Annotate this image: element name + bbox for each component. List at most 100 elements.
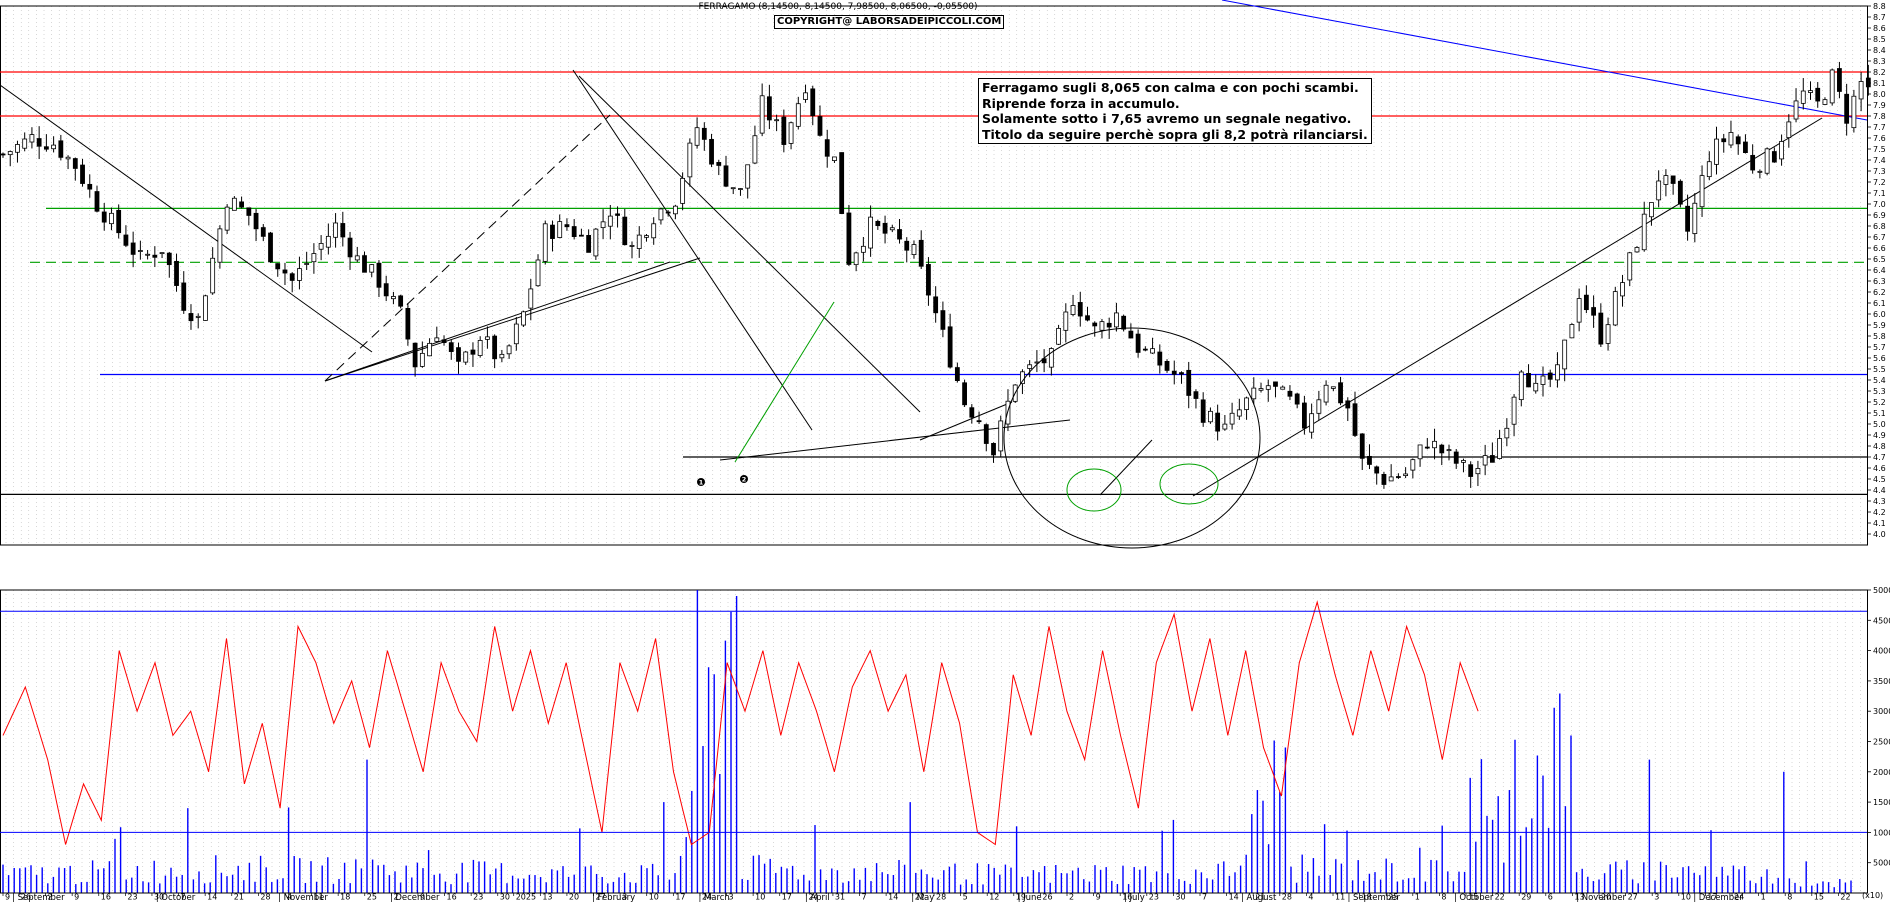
candle xyxy=(72,157,78,181)
candle xyxy=(311,243,317,274)
date-tick-label: 10 xyxy=(649,893,659,902)
candle xyxy=(1800,78,1806,110)
candle xyxy=(65,155,71,170)
candle xyxy=(1338,376,1343,406)
candle xyxy=(29,127,35,149)
date-tick-label: 23 xyxy=(473,893,483,902)
candle xyxy=(716,159,722,176)
price-axis: 4.0 4.1 4.2 4.3 4.4 4.5 4.6 4.7 4.8 4.9 5.0 5.1 5.2 5… xyxy=(1867,2,1886,539)
candle xyxy=(1236,398,1242,420)
comment-box: Ferragamo sugli 8,065 con calma e con po… xyxy=(978,78,1372,144)
candle xyxy=(1244,396,1249,420)
candle xyxy=(846,204,852,266)
candle-body xyxy=(1056,327,1061,345)
month-label: November xyxy=(284,893,329,902)
candle-body xyxy=(824,139,830,157)
candle-body xyxy=(0,153,6,156)
candle-body xyxy=(1656,180,1662,201)
candle xyxy=(123,225,129,248)
candle-body xyxy=(1685,205,1690,232)
date-tick-label: 22 xyxy=(1840,893,1850,902)
candle-body xyxy=(231,197,237,211)
price-tick-label: 5.0 xyxy=(1873,420,1886,429)
candle xyxy=(1208,407,1213,424)
candle xyxy=(1540,366,1546,397)
candle-body xyxy=(680,177,686,204)
candle-body xyxy=(1150,348,1155,354)
candle-body xyxy=(485,336,490,340)
candle-body xyxy=(188,313,194,322)
candle-body xyxy=(181,282,187,311)
candle-body xyxy=(1208,410,1213,423)
candle-body xyxy=(109,212,114,225)
candle-body xyxy=(694,127,700,146)
candle-body xyxy=(1287,390,1293,397)
candle-body xyxy=(1555,364,1560,381)
candle-body xyxy=(1258,388,1264,391)
candle xyxy=(492,334,498,369)
candle-body xyxy=(1808,90,1813,93)
candle xyxy=(550,220,555,252)
candle-body xyxy=(759,95,765,134)
candle xyxy=(1764,147,1770,176)
volume-grid xyxy=(0,589,1868,894)
candle-body xyxy=(557,221,563,238)
candle-body xyxy=(1721,138,1727,143)
candle-body xyxy=(87,183,93,190)
candle xyxy=(528,278,534,321)
candle-body xyxy=(817,116,823,136)
candle-body xyxy=(1670,175,1676,184)
candle xyxy=(723,155,729,188)
price-tick-label: 8.0 xyxy=(1873,90,1886,99)
candle-body xyxy=(1540,375,1546,385)
candle-body xyxy=(564,224,570,228)
candle xyxy=(1280,385,1286,390)
candle-body xyxy=(1764,148,1770,174)
candle-body xyxy=(333,222,338,238)
candle-body xyxy=(1381,473,1387,485)
candle-body xyxy=(1844,93,1850,124)
candle-body xyxy=(1562,339,1568,370)
candle xyxy=(824,129,830,168)
candle-body xyxy=(839,152,845,214)
date-tick-label: 29 xyxy=(1521,893,1531,902)
candle xyxy=(347,231,353,270)
candle xyxy=(275,263,281,277)
date-tick-label: 3 xyxy=(1654,893,1659,902)
candle xyxy=(391,291,396,305)
candle xyxy=(1728,120,1734,149)
candle xyxy=(130,231,136,268)
candle xyxy=(1634,246,1640,253)
candle-body xyxy=(1273,381,1278,387)
date-tick-label: 16 xyxy=(447,893,457,902)
date-tick-label: 2025 xyxy=(516,893,536,902)
candle xyxy=(1620,274,1625,307)
candle-body xyxy=(391,296,396,300)
candle xyxy=(1432,428,1437,460)
candle xyxy=(15,140,20,163)
candle xyxy=(730,187,736,195)
price-grid xyxy=(0,5,1868,546)
candle-body xyxy=(1699,175,1705,208)
candle-body xyxy=(145,253,151,256)
candle xyxy=(231,196,237,211)
candle-body xyxy=(889,227,895,231)
candle-body xyxy=(983,424,989,444)
candle xyxy=(369,264,375,278)
candle xyxy=(1851,89,1857,133)
candle xyxy=(1706,151,1712,181)
candle-body xyxy=(434,337,440,342)
candle xyxy=(1865,64,1871,96)
candle-body xyxy=(1229,412,1235,425)
price-tick-label: 7.5 xyxy=(1873,145,1886,154)
candle xyxy=(1562,339,1568,382)
candle-body xyxy=(897,229,902,240)
candle-body xyxy=(810,88,816,117)
candle-body xyxy=(882,222,888,234)
candle xyxy=(1757,169,1763,179)
candle xyxy=(239,196,244,209)
candle xyxy=(933,286,939,323)
price-frame xyxy=(0,5,1868,546)
candle-body xyxy=(130,242,136,255)
candle-body xyxy=(832,156,837,161)
